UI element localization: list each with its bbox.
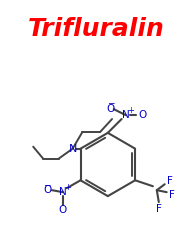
Text: Trifluralin: Trifluralin	[28, 17, 164, 41]
Text: O: O	[138, 110, 146, 120]
Text: N: N	[122, 110, 129, 120]
Text: O: O	[107, 104, 115, 114]
Text: +: +	[64, 183, 71, 192]
Text: F: F	[169, 190, 175, 200]
Text: −: −	[43, 180, 51, 189]
Text: O: O	[43, 185, 51, 195]
Text: F: F	[167, 176, 173, 186]
Text: O: O	[59, 205, 67, 215]
Text: +: +	[127, 106, 134, 115]
Text: N: N	[59, 187, 67, 197]
Text: −: −	[107, 99, 115, 108]
Text: N: N	[68, 144, 77, 154]
Text: F: F	[156, 204, 162, 214]
